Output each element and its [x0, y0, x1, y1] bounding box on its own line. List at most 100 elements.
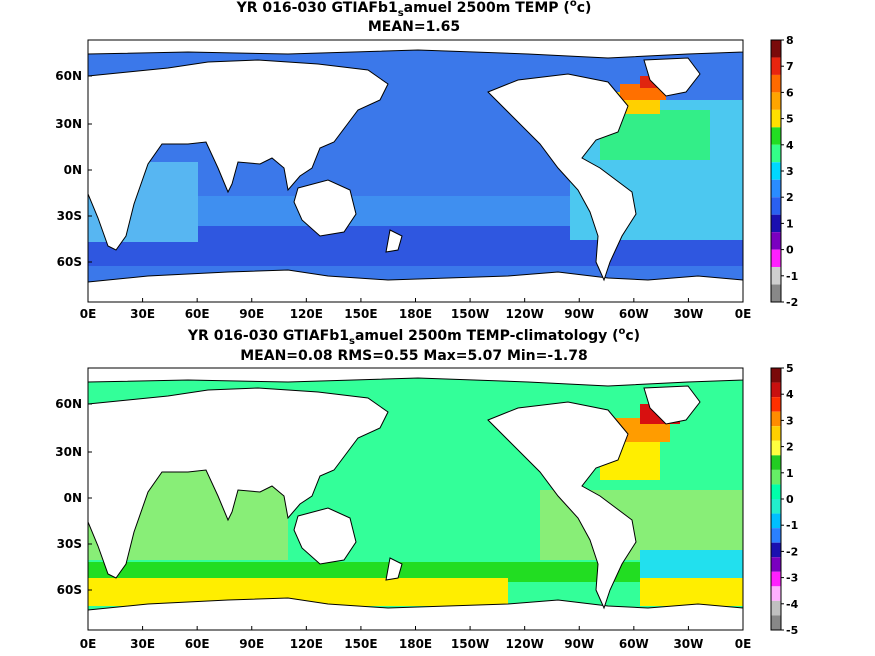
x-tick-label: 90E [239, 307, 264, 321]
colorbar-swatch [771, 109, 781, 128]
panel-stats: MEAN=1.65 [368, 19, 460, 35]
colorbar-swatch [771, 382, 781, 398]
x-tick-label: 30W [673, 307, 703, 321]
y-tick-label: 60N [55, 69, 82, 83]
axes: 0E 30E 60E 90E 120E 150E 180E 150W 120W 90W 60W 30W… [55, 69, 751, 651]
x-tick-label: 150W [451, 637, 489, 651]
colorbar-swatch [771, 586, 781, 601]
x-tick-label: 120E [290, 637, 323, 651]
colorbar-swatch [771, 528, 781, 543]
y-tick-label: 30N [55, 117, 82, 131]
x-tick-label: 30W [673, 637, 703, 651]
x-tick-label: 180E [399, 307, 432, 321]
x-tick-label: 120W [506, 637, 544, 651]
colorbar-swatch [771, 426, 781, 441]
colorbar-anom: 5 4 3 2 1 0 -1 -2 -3 -4 -5 [770, 362, 799, 637]
map-temp [88, 40, 743, 302]
panel-anom: YR 016-030 GTIAFb1samuel 2500m TEMP-clim… [87, 326, 799, 637]
colorbar-label: 0 [786, 244, 794, 257]
panel-stats: MEAN=0.08 RMS=0.55 Max=5.07 Min=-1.78 [240, 348, 587, 364]
colorbar-label: 5 [786, 113, 794, 126]
y-tick-label: 60S [57, 255, 82, 269]
green-band [88, 562, 743, 582]
x-tick-label: 90E [239, 637, 264, 651]
colorbar-label: 2 [786, 441, 794, 454]
colorbar-swatch [771, 162, 781, 180]
colorbar-swatch [771, 214, 781, 233]
colorbar-swatch [771, 440, 781, 456]
colorbar-swatch [771, 513, 781, 529]
colorbar-swatch [771, 469, 781, 485]
y-tick-label: 60S [57, 583, 82, 597]
x-tick-label: 30E [130, 307, 155, 321]
colorbar-swatch [771, 284, 781, 302]
x-tick-label: 60E [185, 307, 210, 321]
x-tick-label: 0E [735, 307, 752, 321]
x-tick-label: 60E [185, 637, 210, 651]
x-tick-label: 0E [80, 637, 97, 651]
yellow-band-atl [640, 578, 743, 606]
x-tick-label: 60W [619, 307, 649, 321]
y-tick-label: 60N [55, 397, 82, 411]
colorbar-label: 6 [786, 86, 794, 99]
colorbar-swatch [771, 600, 781, 616]
colorbar-label: -1 [786, 519, 798, 532]
map-anom [88, 368, 743, 630]
cyan-atl [640, 550, 743, 578]
x-tick-label: 0E [80, 307, 97, 321]
x-tick-label: 60W [619, 637, 649, 651]
colorbar-swatch [771, 499, 781, 514]
colorbar-swatch [771, 557, 781, 572]
colorbar-swatch [771, 542, 781, 558]
colorbar-swatch [771, 74, 781, 93]
panel-title: YR 016-030 GTIAFb1samuel 2500m TEMP-clim… [187, 326, 640, 347]
colorbar-label: 2 [786, 191, 794, 204]
colorbar-label: 7 [786, 60, 794, 73]
colorbar-label: 4 [786, 388, 794, 401]
panel-temp: YR 016-030 GTIAFb1samuel 2500m TEMP (oc)… [87, 0, 798, 309]
colorbar-swatch [771, 127, 781, 145]
colorbar-label: 1 [786, 217, 794, 230]
colorbar-swatch [771, 249, 781, 268]
x-tick-label: 90W [564, 637, 594, 651]
colorbar-label: 0 [786, 493, 794, 506]
colorbar-swatch [771, 232, 781, 250]
x-tick-label: 120W [506, 307, 544, 321]
y-tick-label: 30S [57, 209, 82, 223]
colorbar-temp: 8 7 6 5 4 3 2 1 0 -1 -2 [770, 34, 798, 309]
colorbar-label: 3 [786, 414, 794, 427]
y-tick-label: 0N [64, 491, 82, 505]
colorbar-label: 5 [786, 362, 794, 375]
colorbar-swatch [771, 571, 781, 587]
colorbar-swatch [771, 144, 781, 163]
x-tick-label: 30E [130, 637, 155, 651]
colorbar-label: 1 [786, 467, 794, 480]
colorbar-swatch [771, 197, 781, 215]
colorbar-swatch [771, 57, 781, 75]
colorbar-swatch [771, 484, 781, 499]
y-tick-label: 30N [55, 445, 82, 459]
colorbar-swatch [771, 92, 781, 110]
colorbar-swatch [771, 368, 781, 383]
x-tick-label: 90W [564, 307, 594, 321]
x-tick-label: 0E [735, 637, 752, 651]
colorbar-label: -2 [786, 296, 798, 309]
colorbar-swatch [771, 411, 781, 427]
colorbar-swatch [771, 615, 781, 630]
x-tick-label: 150W [451, 307, 489, 321]
x-tick-label: 150E [344, 637, 377, 651]
colorbar-label: -1 [786, 270, 798, 283]
colorbar-label: 8 [786, 34, 794, 47]
colorbar-label: -2 [786, 545, 798, 558]
colorbar-swatch [771, 179, 781, 198]
x-tick-label: 120E [290, 307, 323, 321]
x-tick-label: 150E [344, 307, 377, 321]
colorbar-label: -3 [786, 572, 798, 585]
colorbar-swatch [771, 40, 781, 58]
x-tick-label: 180E [399, 637, 432, 651]
y-tick-label: 30S [57, 537, 82, 551]
colorbar-swatch [771, 455, 781, 470]
colorbar-label: -5 [786, 624, 798, 637]
colorbar-label: 3 [786, 165, 794, 178]
colorbar-label: -4 [786, 598, 799, 611]
